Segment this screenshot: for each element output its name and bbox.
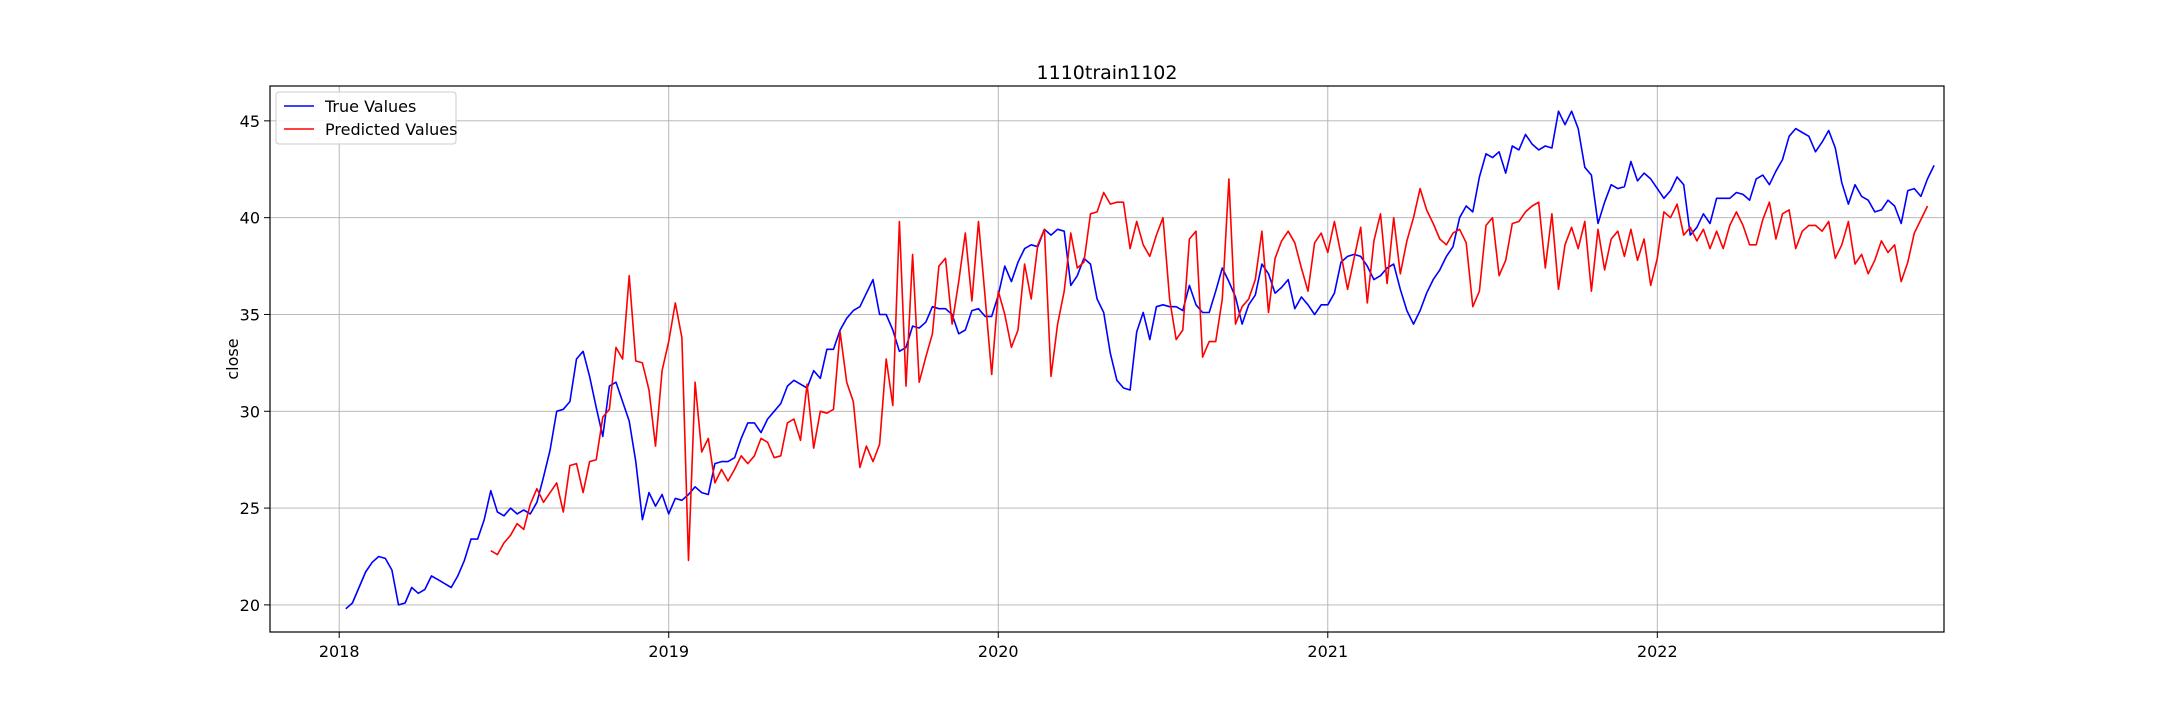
- series-line-true-values: [345, 110, 1935, 610]
- grid-lines: [270, 86, 1944, 632]
- legend: True Values Predicted Values: [275, 91, 457, 145]
- y-tick-label: 40: [240, 209, 260, 228]
- x-tick-label: 2022: [1637, 642, 1678, 661]
- y-axis-label: close: [223, 338, 242, 379]
- x-tick-label: 2019: [648, 642, 689, 661]
- legend-label-true-values: True Values: [324, 97, 416, 116]
- chart-title: 1110train1102: [1037, 62, 1178, 84]
- y-tick-label: 45: [240, 112, 260, 131]
- x-tick-label: 2021: [1307, 642, 1348, 661]
- y-tick-label: 25: [240, 499, 260, 518]
- x-axis: 2018 2019 2020 2021 2022: [319, 632, 1678, 661]
- plot-frame: [269, 85, 1945, 633]
- series-layer: [345, 110, 1935, 610]
- legend-box: [275, 91, 457, 145]
- x-tick-label: 2018: [319, 642, 360, 661]
- legend-label-predicted-values: Predicted Values: [325, 120, 457, 139]
- y-axis: 20 25 30 35 40 45: [240, 112, 270, 615]
- x-tick-label: 2020: [978, 642, 1019, 661]
- y-tick-label: 30: [240, 402, 260, 421]
- series-line-predicted-values: [490, 178, 1929, 562]
- y-tick-label: 35: [240, 305, 260, 324]
- y-tick-label: 20: [240, 596, 260, 615]
